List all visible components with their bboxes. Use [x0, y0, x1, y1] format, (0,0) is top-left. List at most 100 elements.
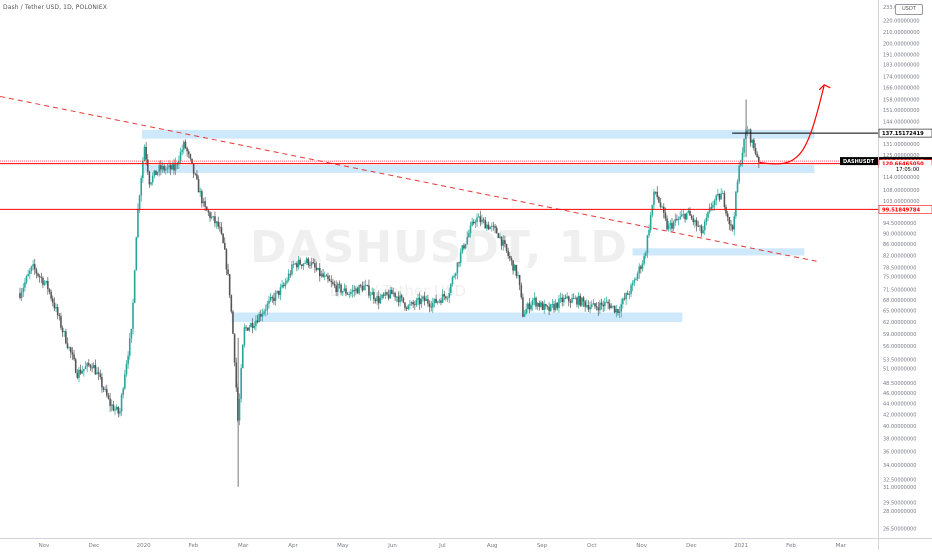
candle-body: [282, 284, 285, 287]
candle-body: [196, 174, 198, 180]
candle-body: [440, 300, 442, 303]
candle-body: [219, 226, 221, 228]
candle-body: [436, 301, 439, 303]
candle-body: [25, 276, 28, 283]
candle-body: [636, 273, 639, 279]
candle-body: [666, 218, 668, 230]
candle-body: [743, 138, 745, 153]
y-tick-label: 71.50000000: [883, 288, 916, 294]
y-tick-label: 151.00000000: [883, 108, 920, 114]
y-tick-label: 108.00000000: [883, 188, 920, 194]
candle-body: [553, 304, 555, 310]
candle-body: [358, 285, 360, 294]
candle-body: [110, 404, 113, 406]
y-tick-label: 26.50000000: [883, 527, 916, 533]
candle-body: [445, 296, 447, 299]
candle-body: [363, 285, 365, 291]
candle-body: [448, 292, 450, 298]
candle-body: [705, 217, 708, 222]
candle-body: [432, 302, 434, 308]
support-zone: [231, 312, 683, 322]
candle-body: [399, 295, 401, 303]
candle-body: [692, 218, 695, 223]
candle-body: [507, 250, 509, 256]
candle-body: [635, 278, 637, 281]
candle-body: [88, 363, 90, 366]
candle-body: [96, 372, 98, 375]
candle-body: [476, 217, 478, 222]
y-tick-label: 103.00000000: [883, 199, 920, 205]
candle-body: [289, 273, 292, 275]
candle-body: [741, 152, 744, 164]
candle-body: [243, 327, 246, 345]
candle-body: [60, 316, 62, 328]
candle-body: [477, 216, 480, 218]
candle-body: [541, 302, 544, 310]
candle-body: [717, 194, 719, 196]
candle-body: [631, 283, 634, 286]
candle-body: [754, 147, 757, 154]
price-tag-label: 99.51849784: [882, 207, 920, 213]
candle-body: [458, 262, 460, 264]
candle-body: [328, 279, 331, 281]
candle-body: [143, 146, 146, 162]
candle-body: [600, 302, 603, 305]
candle-body: [273, 297, 275, 301]
candle-body: [179, 151, 182, 162]
y-tick-label: 48.50000000: [883, 381, 916, 387]
candle-body: [427, 299, 429, 304]
candle-body: [540, 302, 542, 307]
candle-body: [43, 282, 46, 285]
candle-body: [486, 224, 488, 229]
candle-body: [92, 364, 95, 369]
candle-body: [604, 302, 606, 307]
candle-body: [22, 287, 25, 293]
candle-body: [623, 298, 626, 300]
candle-body: [132, 302, 134, 329]
candle-body: [107, 395, 110, 399]
candle-body: [549, 304, 552, 312]
candle-body: [441, 294, 444, 303]
candle-body: [307, 258, 310, 266]
candle-body: [676, 219, 678, 220]
candle-body: [76, 372, 79, 378]
candle-body: [281, 284, 283, 288]
candle-body: [255, 320, 257, 327]
candle-body: [595, 306, 598, 308]
x-tick-label: Dec: [88, 543, 99, 549]
candle-body: [232, 311, 234, 334]
x-tick-label: Mar: [238, 543, 249, 549]
y-tick-label: 183.00000000: [883, 62, 920, 68]
price-tag-box: [878, 128, 932, 138]
candle-body: [56, 307, 59, 316]
currency-badge[interactable]: USDT: [895, 4, 923, 15]
candle-body: [83, 369, 85, 372]
candle-body: [101, 377, 103, 388]
candle-body: [667, 224, 670, 230]
candle-body: [379, 298, 382, 304]
candle-body: [351, 290, 354, 293]
candle-body: [517, 275, 519, 276]
candle-body: [653, 191, 655, 205]
candle-body: [364, 285, 367, 286]
candle-body: [394, 292, 396, 298]
candle-body: [500, 236, 503, 246]
y-tick-label: 78.50000000: [883, 265, 916, 271]
candle-body: [594, 303, 596, 307]
candle-body: [531, 300, 534, 305]
candle-body: [669, 223, 672, 225]
candle-body: [37, 273, 39, 276]
countdown-label: 17:05:00: [896, 167, 919, 173]
candle-body: [702, 230, 704, 234]
price-axis-panel: [878, 0, 932, 550]
candle-body: [373, 292, 375, 300]
candle-body: [220, 227, 223, 234]
candle-body: [32, 264, 34, 267]
candle-body: [586, 305, 588, 307]
candle-body: [612, 305, 614, 307]
candle-body: [268, 300, 270, 304]
candle-body: [618, 311, 621, 313]
candle-body: [166, 167, 169, 169]
